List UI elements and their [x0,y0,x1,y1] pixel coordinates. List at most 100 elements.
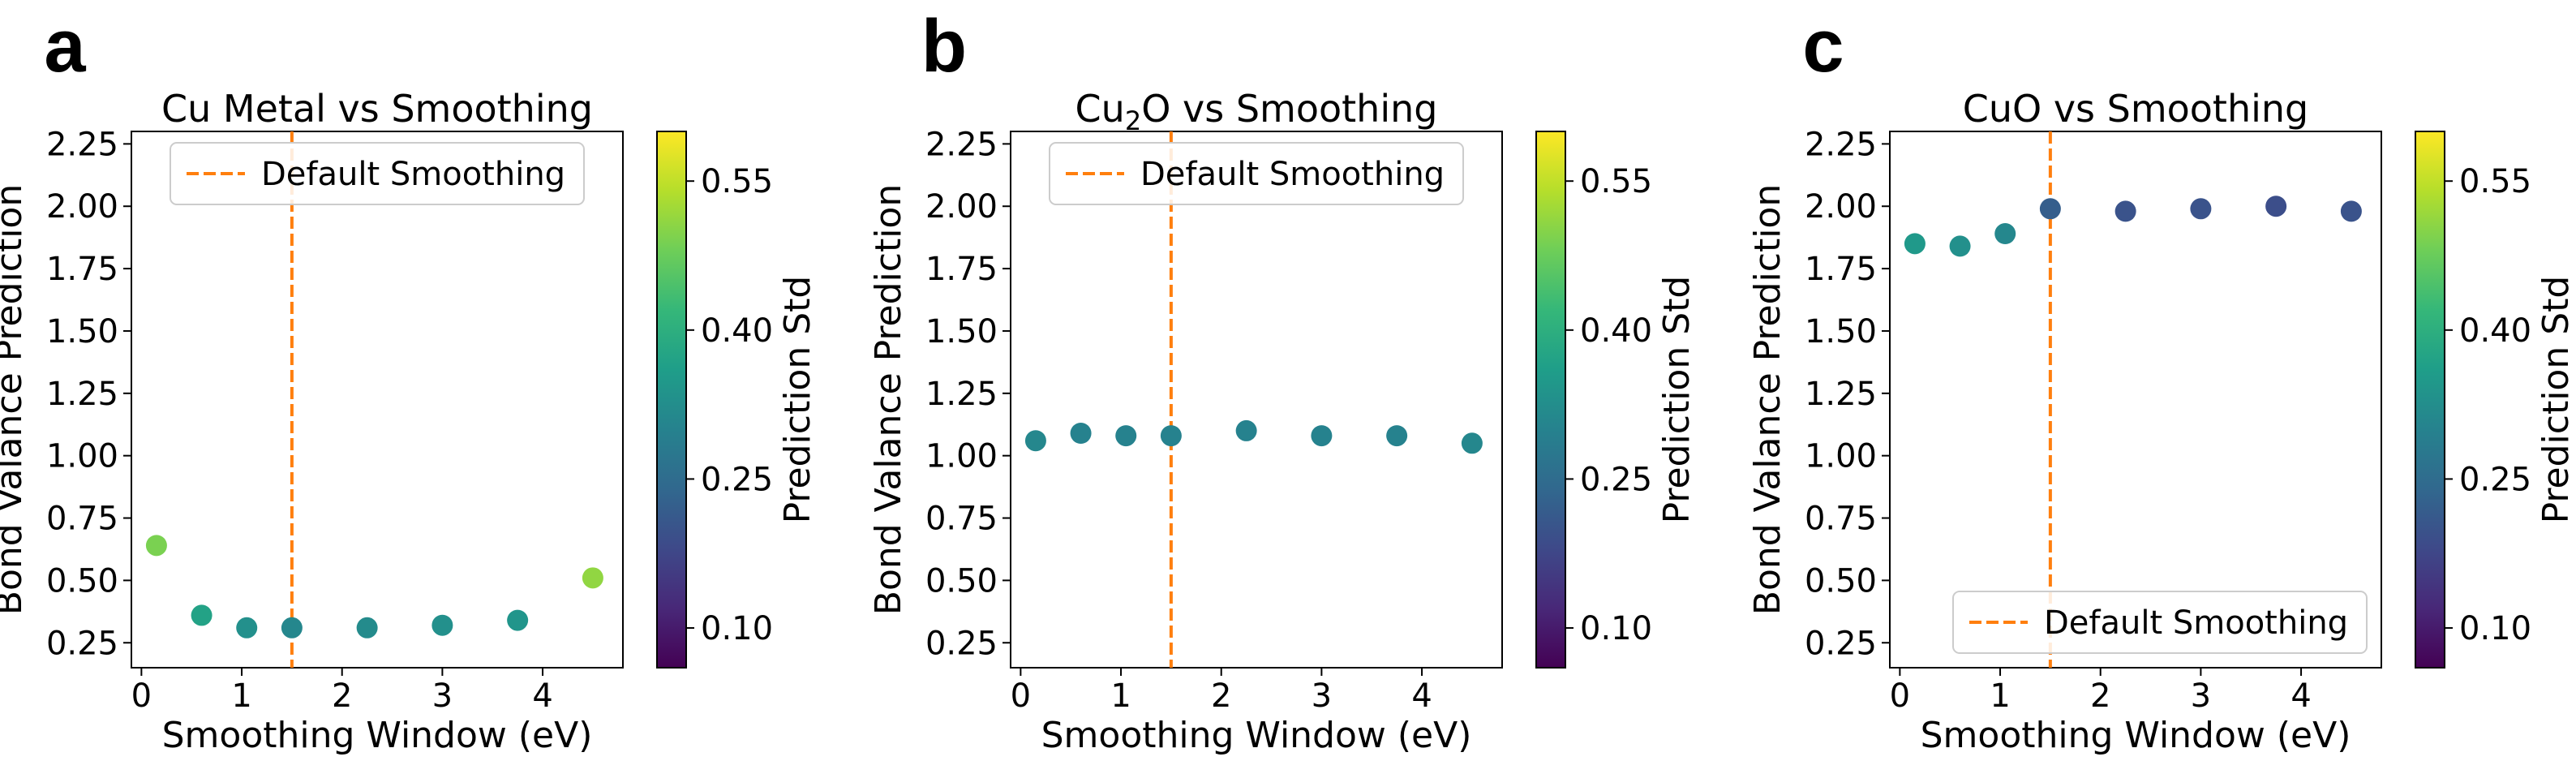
colorbar-tick-label: 0.25 [2459,461,2531,498]
y-tick-label: 1.00 [1805,438,1877,475]
data-point [1160,425,1182,447]
x-axis-label: Smoothing Window (eV) [1921,715,2351,756]
x-tick-label: 2 [332,677,352,715]
data-point [281,617,303,638]
y-tick-label: 1.75 [1805,251,1877,288]
x-tick-label: 4 [2290,677,2311,715]
data-point [191,604,213,626]
y-tick-label: 2.00 [1805,188,1877,226]
plot-frame [131,131,624,669]
chart-title: Cu Metal vs Smoothing [161,87,593,131]
x-tick-label: 0 [1011,677,1031,715]
panel-letter: b [921,5,967,88]
y-tick-label: 0.75 [1805,501,1877,538]
x-axis-label: Smoothing Window (eV) [1041,715,1472,756]
y-axis-label: Bond Valance Prediction [1747,184,1788,615]
colorbar-label: Prediction Std [1656,276,1698,524]
colorbar-tick-label: 0.10 [2459,610,2531,647]
y-tick-label: 1.50 [46,313,118,350]
panel-letter: c [1802,5,1844,88]
y-tick-label: 0.25 [46,625,118,662]
x-tick-label: 1 [1110,677,1131,715]
y-tick-label: 0.75 [925,501,998,538]
legend-label: Default Smoothing [261,156,565,193]
colorbar-tick-label: 0.25 [1580,461,1652,498]
data-point [582,567,603,589]
legend-label: Default Smoothing [1140,156,1445,193]
data-point [1024,430,1046,452]
data-point [1904,233,1926,255]
data-point [1115,425,1137,447]
panel-a: a Cu Metal vs Smoothing 0 1 2 3 4 0.25 0.50 0.75 1… [0,5,818,756]
y-tick-label: 2.25 [1805,126,1877,163]
y-tick-label: 0.50 [925,562,998,600]
y-tick-label: 1.00 [46,438,118,475]
data-point [1949,235,1971,257]
y-tick-label: 1.25 [925,376,998,413]
colorbar [656,131,687,669]
title-part: Cu [1075,87,1125,131]
y-tick-label: 0.50 [46,562,118,600]
y-tick-label: 1.75 [925,251,998,288]
y-tick-label: 2.25 [925,126,998,163]
data-point [145,535,167,557]
data-point [2340,200,2362,222]
legend-box [170,142,585,205]
colorbar-tick-label: 0.10 [701,610,773,647]
chart-title: Cu2O vs Smoothing [1075,87,1438,136]
data-point [236,617,258,638]
y-tick-label: 1.25 [46,376,118,413]
y-tick-label: 2.00 [46,188,118,226]
y-axis-label: Bond Valance Prediction [868,184,909,615]
colorbar-tick-label: 0.40 [2459,312,2531,350]
colorbar-tick-label: 0.40 [701,312,773,350]
x-tick-label: 2 [1211,677,1231,715]
x-tick-label: 3 [1312,677,1332,715]
chart-title: CuO vs Smoothing [1963,87,2309,131]
colorbar [1535,131,1566,669]
data-point [1994,223,2016,245]
y-tick-label: 2.25 [46,126,118,163]
y-tick-label: 0.75 [46,501,118,538]
x-tick-label: 4 [532,677,552,715]
y-tick-label: 1.50 [925,313,998,350]
x-tick-label: 1 [231,677,251,715]
colorbar-tick-label: 0.40 [1580,312,1652,350]
legend-label: Default Smoothing [2044,604,2348,642]
colorbar-tick-label: 0.55 [2459,163,2531,200]
x-tick-label: 4 [1411,677,1432,715]
data-point [2114,200,2136,222]
data-point [2265,196,2287,217]
data-point [2190,198,2212,220]
y-tick-label: 1.25 [1805,376,1877,413]
panel-b: b Cu2O vs Smoothing 0 1 2 3 4 0.25 0.50 0.75 1.00 1… [868,5,1698,756]
colorbar-label: Prediction Std [2535,276,2576,524]
y-tick-label: 0.25 [1805,625,1877,662]
data-point [1311,425,1333,447]
y-tick-label: 0.25 [925,625,998,662]
x-axis-label: Smoothing Window (eV) [162,715,593,756]
y-tick-label: 1.50 [1805,313,1877,350]
data-point [431,614,453,636]
data-point [1235,419,1257,441]
title-subscript: 2 [1125,105,1141,136]
x-tick-label: 1 [1990,677,2010,715]
y-tick-label: 0.50 [1805,562,1877,600]
x-tick-label: 2 [2090,677,2110,715]
x-tick-label: 3 [432,677,453,715]
colorbar-tick-label: 0.10 [1580,610,1652,647]
data-point [1070,423,1092,445]
y-tick-label: 1.75 [46,251,118,288]
panel-c: c CuO vs Smoothing 0 1 2 3 4 0.25 0.50 0.75 1.00 1.… [1747,5,2576,756]
data-point [1461,432,1483,454]
colorbar-tick-label: 0.55 [701,163,773,200]
data-point [1386,425,1408,447]
data-point [507,609,529,631]
x-tick-label: 0 [131,677,152,715]
colorbar-tick-label: 0.25 [701,461,773,498]
data-point [2039,198,2061,220]
legend-box [1049,142,1464,205]
y-tick-label: 1.00 [925,438,998,475]
colorbar-label: Prediction Std [777,276,818,524]
